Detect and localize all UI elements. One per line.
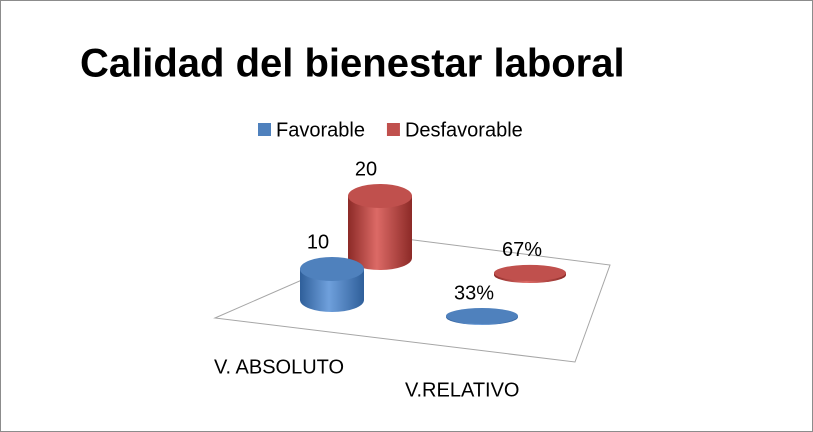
data-label: 10: [307, 231, 329, 253]
data-label: 67%: [502, 239, 542, 261]
x-tick-label: V.RELATIVO: [405, 379, 520, 401]
bar-top: [300, 257, 364, 281]
chart-title: Calidad del bienestar laboral: [80, 42, 625, 86]
bar-top: [348, 184, 412, 208]
data-label: 20: [355, 158, 377, 180]
x-tick-label: V. ABSOLUTO: [214, 356, 344, 378]
bar-top: [494, 264, 566, 281]
legend-swatch: [258, 123, 271, 136]
bar-top: [446, 307, 518, 324]
legend-swatch: [386, 123, 400, 136]
legend-label: Favorable: [276, 119, 365, 141]
legend-label: Desfavorable: [405, 119, 523, 141]
data-label: 33%: [454, 282, 494, 304]
